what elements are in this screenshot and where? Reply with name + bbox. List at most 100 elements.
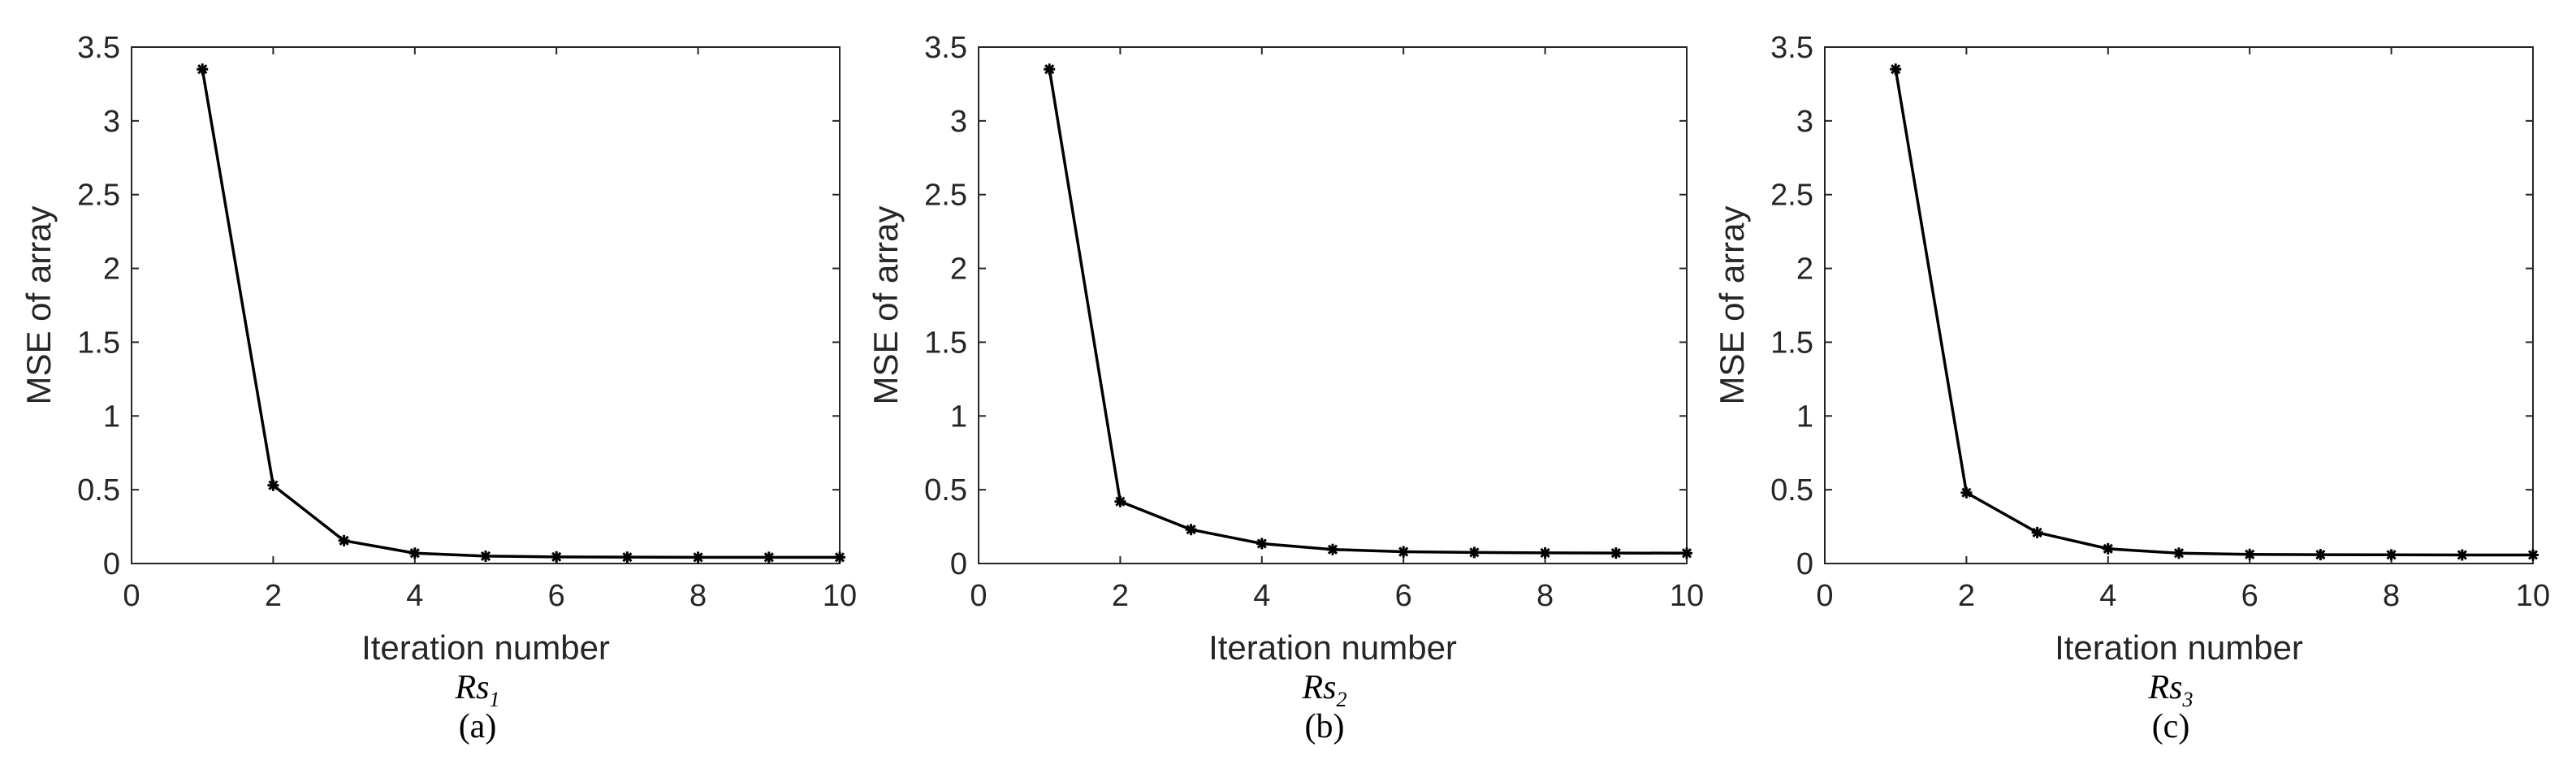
caption-subscript: 3 bbox=[2182, 688, 2193, 711]
y-tick-label: 2 bbox=[103, 253, 120, 287]
panel-caption: Rs1 bbox=[455, 669, 500, 711]
chart-panel-2: 0 2 4 6 8 10 0 0.5 1 1.5 2 2.5 3 3.5 Iteration number M… bbox=[867, 31, 1704, 745]
series-line bbox=[201, 68, 840, 559]
caption-main: Rs bbox=[455, 669, 490, 706]
y-tick-label: 1 bbox=[103, 399, 120, 434]
x-axis-label: Iteration number bbox=[2055, 628, 2303, 667]
data-point bbox=[267, 479, 279, 491]
y-tick-label: 3.5 bbox=[1770, 31, 1813, 65]
data-point bbox=[763, 551, 775, 564]
x-tick-label: 0 bbox=[1816, 579, 1833, 613]
x-tick-label: 8 bbox=[689, 579, 707, 613]
y-tick-label: 2.5 bbox=[1770, 179, 1813, 213]
x-tick-label: 8 bbox=[2383, 579, 2400, 613]
data-point bbox=[2385, 549, 2397, 561]
data-point bbox=[1256, 538, 1268, 550]
data-point bbox=[834, 551, 845, 564]
x-tick-label: 10 bbox=[823, 579, 857, 613]
data-point bbox=[197, 63, 209, 76]
y-tick-label: 1.5 bbox=[924, 326, 967, 360]
data-point bbox=[551, 551, 563, 563]
x-axis-label: Iteration number bbox=[1208, 628, 1457, 667]
data-point bbox=[692, 551, 704, 564]
y-axis-label: MSE of array bbox=[1713, 205, 1751, 404]
data-point bbox=[480, 550, 491, 562]
y-tick-label: 0.5 bbox=[924, 473, 967, 507]
data-point bbox=[1327, 543, 1338, 555]
y-tick-label: 1 bbox=[1796, 399, 1813, 434]
x-tick-label: 6 bbox=[1395, 579, 1412, 613]
caption-subscript: 2 bbox=[1337, 688, 1347, 711]
y-tick-label: 2 bbox=[950, 253, 967, 287]
series-line bbox=[1894, 68, 2533, 557]
y-tick-label: 0.5 bbox=[1770, 473, 1813, 507]
data-point bbox=[408, 547, 421, 559]
data-point bbox=[1610, 547, 1622, 559]
y-axis-label: MSE of array bbox=[19, 205, 58, 404]
x-tick-label: 10 bbox=[1670, 579, 1704, 613]
y-tick-label: 3 bbox=[103, 105, 120, 139]
x-tick-label: 0 bbox=[970, 579, 987, 613]
data-point bbox=[1890, 63, 1902, 76]
x-tick-label: 6 bbox=[548, 579, 565, 613]
y-tick-label: 0 bbox=[950, 547, 967, 581]
caption-main: Rs bbox=[1302, 669, 1337, 706]
y-tick-label: 3.5 bbox=[924, 31, 967, 65]
data-point bbox=[1468, 546, 1480, 559]
y-tick-label: 2.5 bbox=[77, 179, 120, 213]
y-tick-label: 2.5 bbox=[924, 179, 967, 213]
panel-letter: (c) bbox=[2152, 708, 2190, 745]
data-point bbox=[621, 551, 633, 564]
y-tick-label: 0.5 bbox=[77, 473, 120, 507]
data-point bbox=[1114, 495, 1126, 507]
data-point bbox=[2031, 526, 2043, 538]
x-tick-label: 4 bbox=[406, 579, 423, 613]
plot-area bbox=[1824, 46, 2534, 564]
y-tick-label: 0 bbox=[1796, 547, 1813, 581]
plot-area bbox=[131, 46, 841, 564]
data-point bbox=[2173, 547, 2185, 559]
panel-letter: (a) bbox=[459, 708, 497, 745]
data-point bbox=[1185, 524, 1197, 536]
chart-panel-3: 0 2 4 6 8 10 0 0.5 1 1.5 2 2.5 3 3.5 Iteration number M… bbox=[1713, 31, 2550, 745]
y-axis-label: MSE of array bbox=[867, 205, 905, 404]
x-tick-label: 8 bbox=[1537, 579, 1554, 613]
data-point bbox=[1960, 486, 1973, 499]
y-tick-label: 2 bbox=[1796, 253, 1813, 287]
x-tick-label: 10 bbox=[2516, 579, 2550, 613]
data-point bbox=[2315, 549, 2327, 561]
y-tick-label: 0 bbox=[103, 547, 120, 581]
x-tick-label: 2 bbox=[1112, 579, 1129, 613]
panel-caption: Rs3 bbox=[2148, 669, 2193, 711]
caption-subscript: 1 bbox=[490, 688, 500, 711]
x-tick-label: 2 bbox=[265, 579, 282, 613]
caption-main: Rs bbox=[2148, 669, 2183, 706]
panel-caption: Rs2 bbox=[1302, 669, 1347, 711]
x-tick-label: 0 bbox=[123, 579, 140, 613]
y-tick-label: 3 bbox=[1796, 105, 1813, 139]
y-tick-label: 1 bbox=[950, 399, 967, 434]
y-tick-label: 3.5 bbox=[77, 31, 120, 65]
y-tick-label: 1.5 bbox=[1770, 326, 1813, 360]
data-point bbox=[1044, 63, 1056, 76]
data-point bbox=[2527, 549, 2539, 561]
data-point bbox=[2244, 548, 2256, 560]
plot-area bbox=[978, 46, 1688, 564]
data-point bbox=[1681, 547, 1692, 559]
series-line bbox=[1048, 68, 1688, 555]
x-tick-label: 4 bbox=[2099, 579, 2116, 613]
x-tick-label: 2 bbox=[1958, 579, 1975, 613]
chart-panel-1: 0 2 4 6 8 10 0 0.5 1 1.5 2 2.5 3 3.5 Iteration number M… bbox=[19, 31, 857, 745]
panel-letter: (b) bbox=[1305, 708, 1345, 745]
y-tick-label: 1.5 bbox=[77, 326, 120, 360]
data-point bbox=[1539, 546, 1551, 559]
data-point bbox=[2102, 542, 2114, 555]
data-point bbox=[338, 534, 350, 546]
data-point bbox=[2456, 549, 2468, 561]
y-tick-label: 3 bbox=[950, 105, 967, 139]
x-axis-label: Iteration number bbox=[361, 628, 610, 667]
data-point bbox=[1398, 546, 1410, 558]
x-tick-label: 4 bbox=[1253, 579, 1270, 613]
x-tick-label: 6 bbox=[2241, 579, 2258, 613]
